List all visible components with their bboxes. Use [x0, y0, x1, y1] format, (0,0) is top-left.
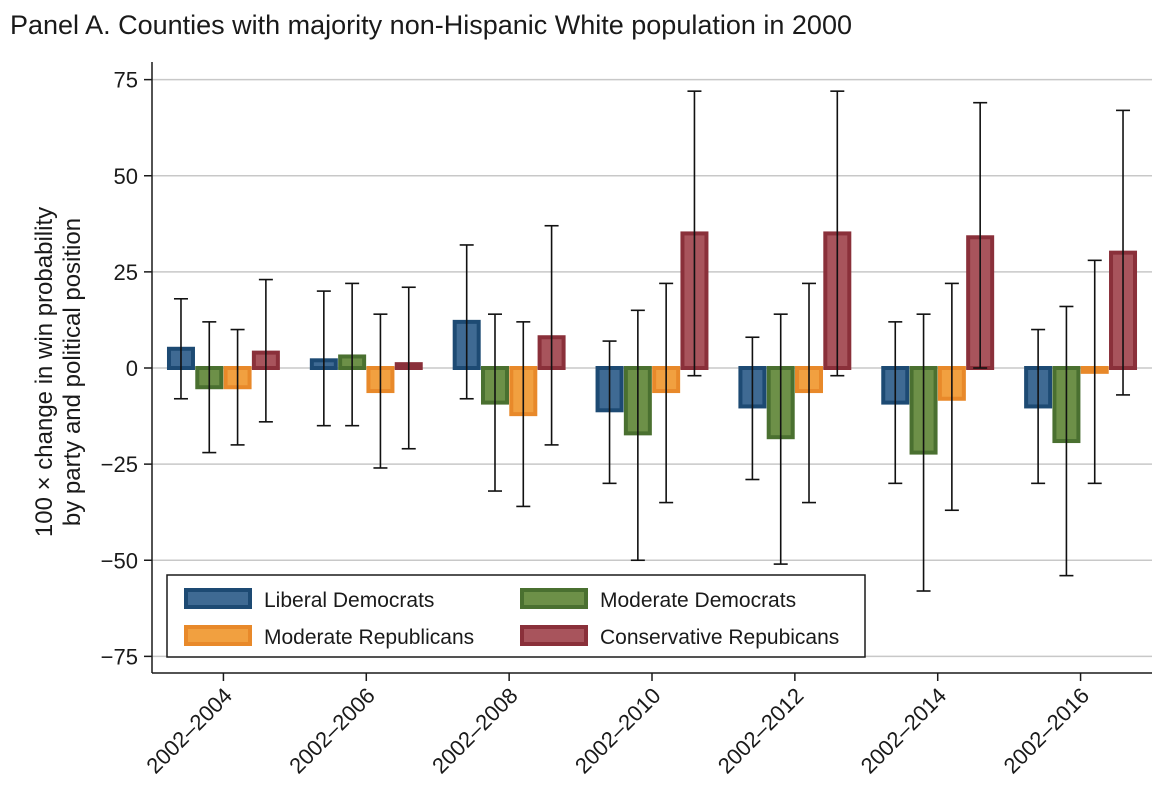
legend-swatch: [520, 588, 588, 609]
legend-swatch: [520, 625, 588, 646]
legend-label: Liberal Democrats: [264, 589, 434, 612]
y-tick-label: 0: [126, 356, 138, 381]
x-tick-label: 2002–2016: [999, 683, 1095, 779]
legend: Liberal Democrats Moderate Democrats Moder…: [166, 574, 866, 658]
x-tick-label: 2002–2008: [427, 683, 523, 779]
error-bars: [173, 90, 1131, 592]
legend-label: Moderate Democrats: [600, 589, 796, 612]
y-tick-label: 50: [114, 164, 138, 189]
x-tick-label: 2002–2010: [570, 683, 666, 779]
y-tick-label: −75: [101, 644, 138, 669]
legend-box: [166, 574, 866, 658]
gridlines: [152, 78, 1152, 658]
x-tick-label: 2002–2014: [856, 683, 952, 779]
legend-label: Moderate Republicans: [264, 626, 474, 649]
y-tick-label: 25: [114, 260, 138, 285]
legend-swatch: [184, 588, 252, 609]
y-tick-label: −25: [101, 452, 138, 477]
bars: [166, 231, 1138, 455]
legend-label: Conservative Repubicans: [600, 626, 839, 649]
y-axis-label-line2: by party and political position: [59, 218, 86, 526]
y-axis-label: 100 × change in win probability by party…: [31, 207, 86, 537]
y-tick-label: 75: [114, 68, 138, 93]
page-title: Panel A. Counties with majority non-Hisp…: [10, 10, 852, 40]
legend-swatch: [184, 625, 252, 646]
x-tick-label: 2002–2006: [284, 683, 380, 779]
y-tick-label: −50: [101, 548, 138, 573]
y-axis-label-line1: 100 × change in win probability: [31, 207, 58, 537]
x-tick-label: 2002–2012: [713, 683, 809, 779]
x-tick-label: 2002–2004: [141, 683, 237, 779]
